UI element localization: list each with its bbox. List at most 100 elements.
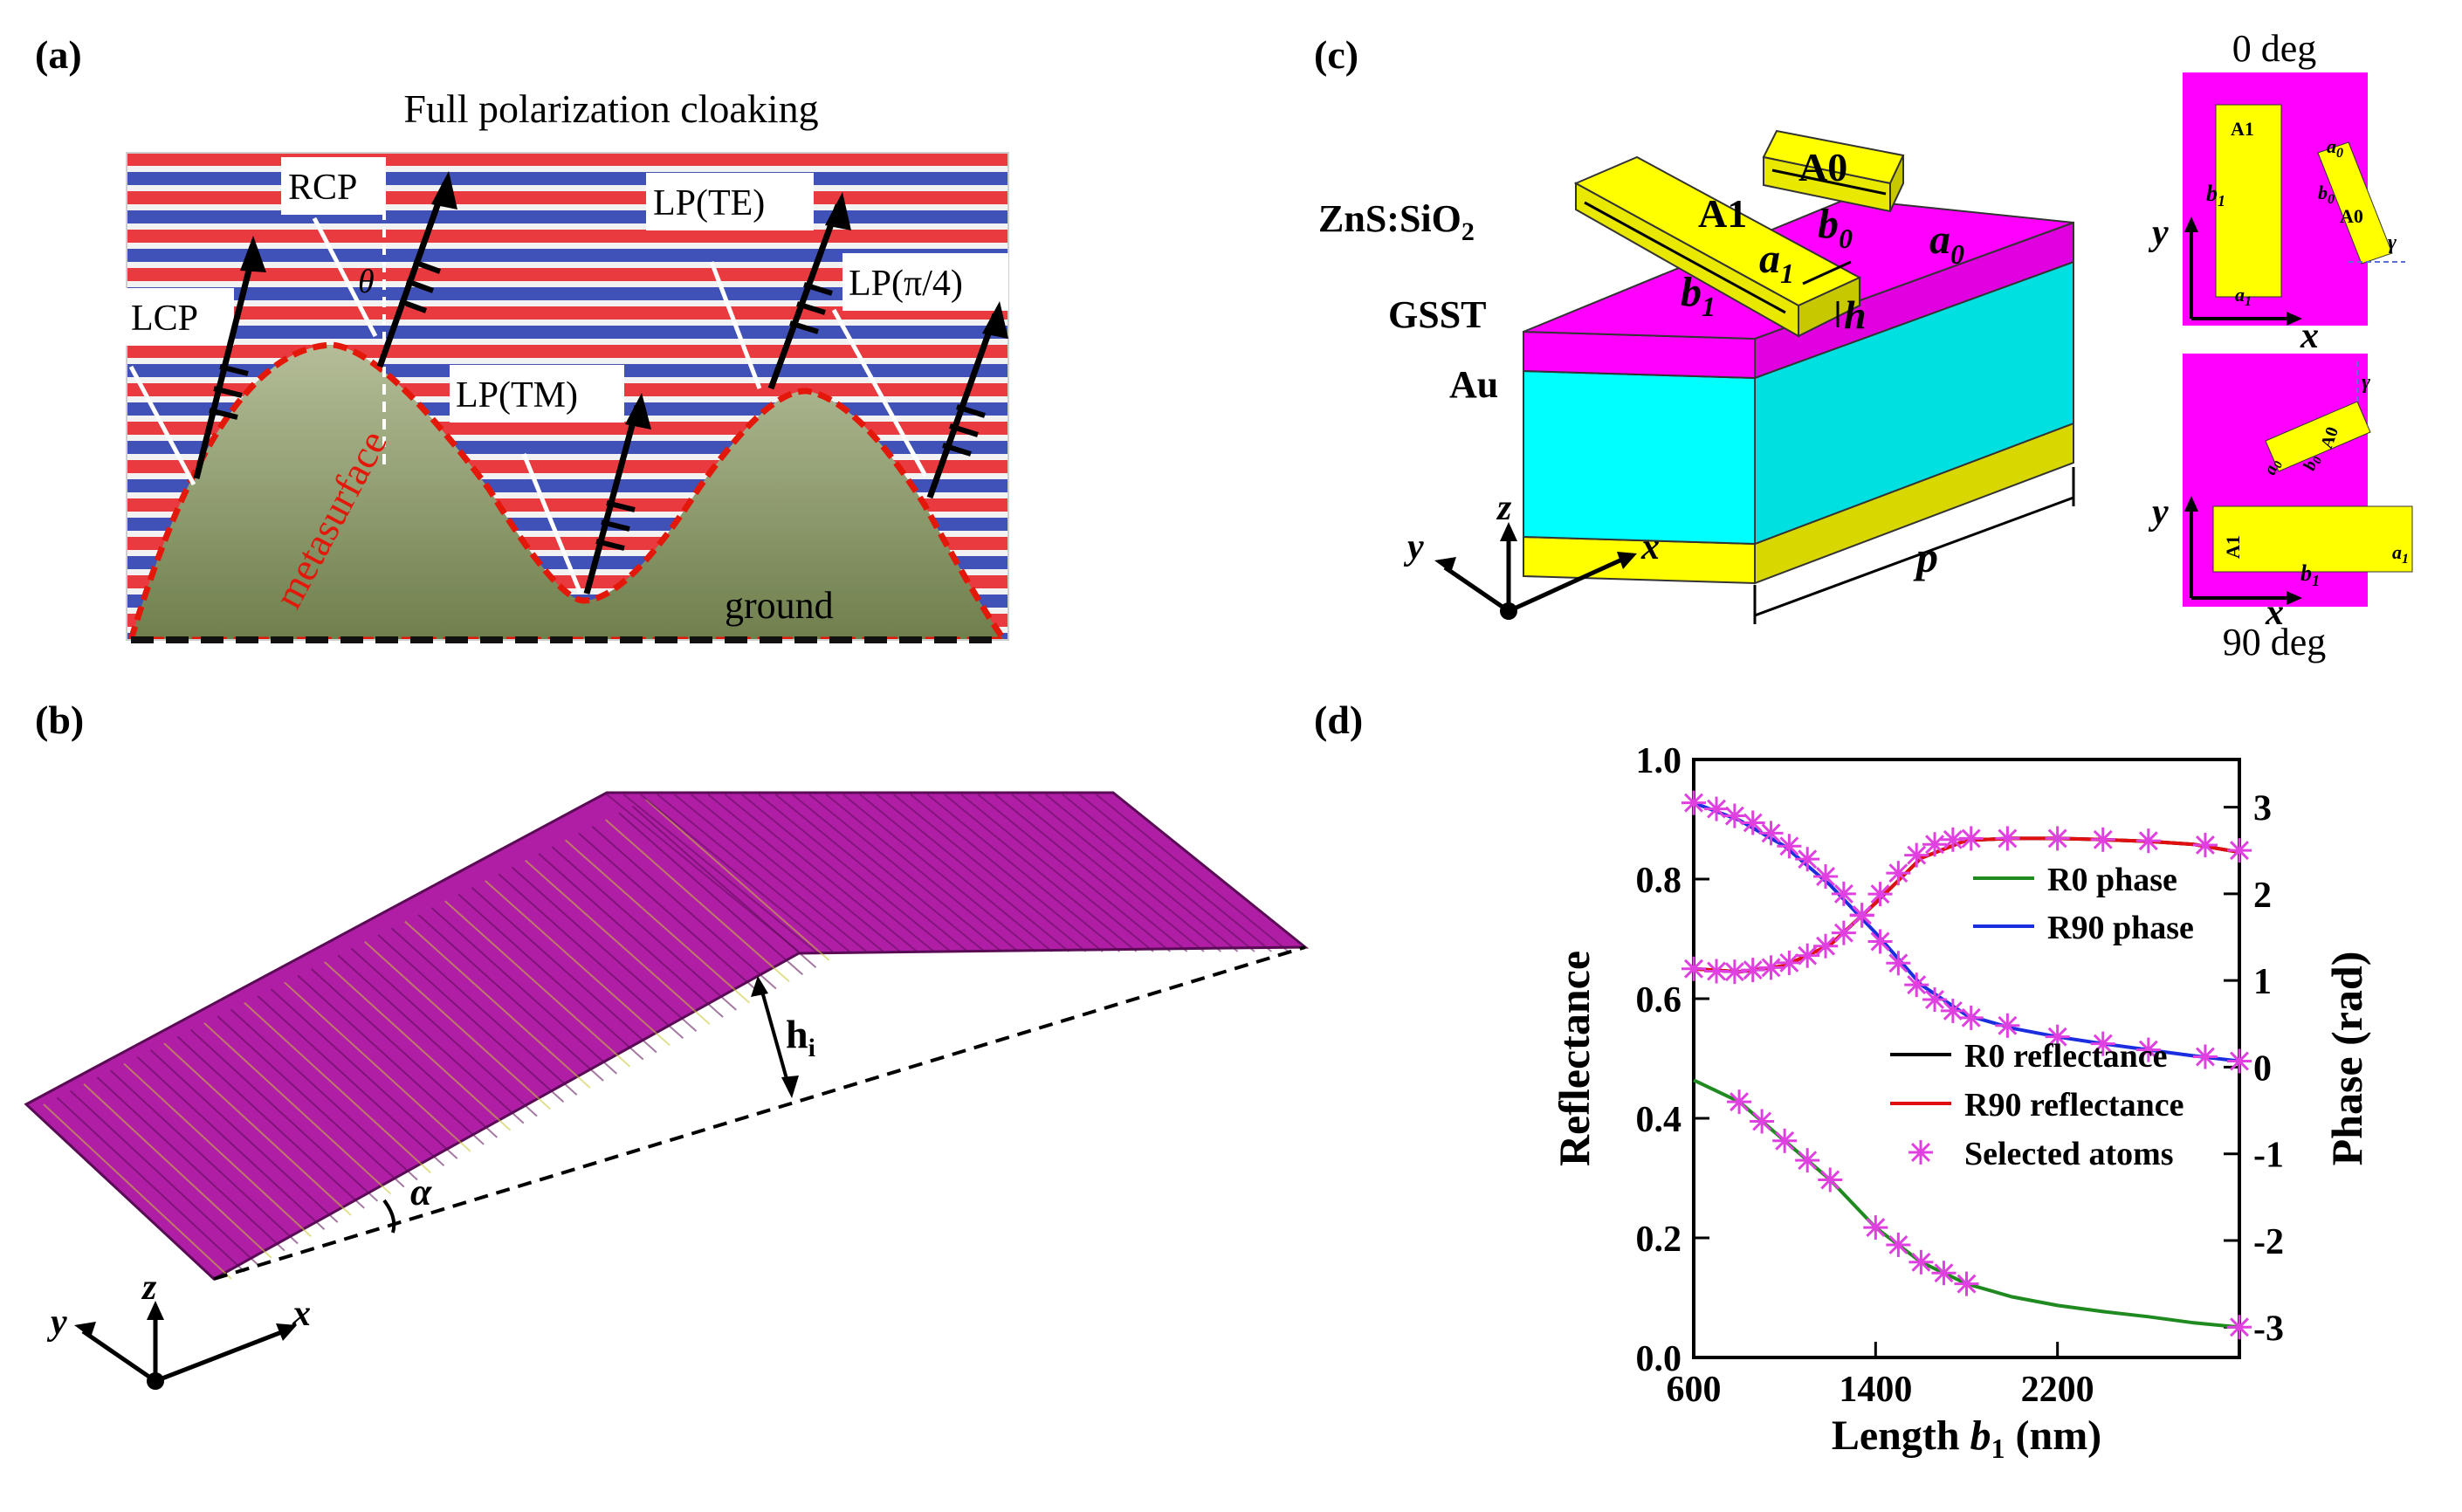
- dim-b1: b1: [1681, 269, 1716, 322]
- selected-atom-marker: [1722, 803, 1747, 828]
- texture-line: [337, 954, 525, 1124]
- texture-line: [56, 1096, 245, 1273]
- panel-a-label: (a): [35, 32, 82, 77]
- y2-tick-label: 0: [2253, 1048, 2272, 1089]
- texture-line: [565, 839, 751, 1004]
- texture-line: [605, 819, 790, 983]
- texture-line: [377, 934, 565, 1103]
- texture-line: [390, 927, 578, 1096]
- texture-line: [944, 794, 1138, 952]
- wave-stripe-blue: [127, 249, 1008, 262]
- texture-line: [876, 794, 1069, 952]
- alpha-label: α: [410, 1171, 432, 1213]
- selected-atom-marker: [2090, 1031, 2115, 1056]
- texture-line: [977, 794, 1171, 952]
- atom-a1-label: A1: [1698, 191, 1747, 236]
- beam-label-tm: LP(TM): [456, 375, 578, 416]
- axis-x-c: x: [1640, 527, 1660, 567]
- texture-line: [83, 1082, 272, 1259]
- inset-top-y: y: [2148, 213, 2169, 253]
- texture-line: [673, 794, 867, 952]
- y2-axis-label: Phase (rad): [2322, 952, 2371, 1166]
- inset-top-a0w: a0: [2327, 135, 2343, 161]
- axes-b: [81, 1314, 285, 1384]
- ground-label: ground: [725, 584, 834, 627]
- y-axis-label: Reflectance: [1550, 951, 1599, 1166]
- selected-atom-marker: [1813, 864, 1839, 890]
- selected-atom-marker: [1750, 1109, 1775, 1134]
- texture-line: [551, 846, 737, 1011]
- zns-layer-left: [1523, 330, 1756, 380]
- rcp-box: [281, 157, 386, 215]
- y2-tick-label: 3: [2253, 789, 2272, 829]
- texture-line: [1045, 794, 1239, 952]
- dim-b0: b0: [1818, 201, 1853, 254]
- y-tick-label: 0.6: [1636, 980, 1682, 1021]
- texture-line: [758, 794, 952, 952]
- legend-label: R90 phase: [2047, 910, 2194, 946]
- texture-line: [149, 1049, 339, 1223]
- layer-zns-label: ZnS:SiO2: [1318, 197, 1475, 246]
- wave-stripe-blue: [127, 326, 1008, 339]
- selected-atom-marker: [2227, 1048, 2252, 1074]
- texture-line: [1011, 794, 1205, 952]
- wave-stripe-red: [127, 345, 1008, 358]
- height-label: hi: [786, 1012, 815, 1062]
- selected-atom-marker: [1727, 1089, 1752, 1115]
- texture-line: [257, 995, 445, 1166]
- texture-line: [657, 794, 850, 952]
- tm-box: [450, 365, 624, 423]
- pi4-box: [842, 253, 1008, 311]
- gsst-layer-left: [1523, 369, 1756, 546]
- selected-atom-marker: [1904, 842, 1929, 868]
- legend-label: R0 phase: [2047, 862, 2177, 898]
- selected-atom-marker: [1795, 1148, 1820, 1173]
- layer-au-label: Au: [1449, 363, 1498, 406]
- selected-atom-marker: [2227, 1315, 2252, 1340]
- au-layer-left: [1523, 535, 1756, 585]
- selected-atom-marker: [2045, 826, 2070, 851]
- panel-b-label: (b): [35, 698, 84, 742]
- axes-c: [1443, 534, 1626, 614]
- texture-line: [640, 794, 834, 952]
- texture-line: [825, 794, 1019, 952]
- legend-label: Selected atoms: [1964, 1136, 2174, 1172]
- inset-top-a1-label: A1: [2231, 118, 2254, 140]
- selected-atom-marker: [1722, 959, 1747, 985]
- inset-top-title: 0 deg: [2232, 27, 2317, 70]
- texture-line: [910, 794, 1104, 952]
- selected-atom-marker: [1795, 943, 1820, 968]
- inset-bottom-a0: [2265, 401, 2371, 472]
- selected-atom-marker: [1940, 998, 1965, 1023]
- wave-field: [127, 153, 1008, 640]
- wave-stripe-blue: [127, 210, 1008, 223]
- inset-top-gamma: γ: [2388, 231, 2397, 254]
- texture-line: [284, 981, 471, 1152]
- texture-line: [926, 794, 1120, 952]
- beam-label-te: LP(TE): [653, 183, 765, 223]
- reflected-arrowheads: [240, 171, 1008, 430]
- texture-line: [1078, 794, 1272, 952]
- layer-gsst-label: GSST: [1388, 293, 1487, 336]
- texture-line: [136, 1055, 326, 1230]
- selected-atom-marker: [1831, 881, 1856, 906]
- texture-line: [310, 968, 499, 1138]
- texture-line: [109, 1069, 299, 1245]
- selected-atom-marker: [1954, 1271, 1979, 1296]
- selected-atom-marker: [1849, 903, 1874, 928]
- dim-a1: a1: [1759, 236, 1794, 289]
- texture-line: [404, 920, 591, 1089]
- texture-line: [774, 794, 968, 952]
- texture-line: [471, 886, 657, 1054]
- selected-atom-marker: [1704, 959, 1730, 984]
- texture-line: [622, 794, 816, 952]
- y2-tick-label: -1: [2253, 1136, 2284, 1176]
- inset-bottom-axes: [2190, 506, 2292, 600]
- inset-bottom-a1w: a1: [2392, 541, 2409, 567]
- atom-a0-label: A0: [1798, 145, 1847, 189]
- texture-line: [297, 974, 485, 1145]
- x-axis-label: Length b1 (nm): [1832, 1412, 2101, 1464]
- axis-z-c: z: [1496, 488, 1512, 528]
- selected-atom-marker: [1863, 1215, 1888, 1241]
- selected-atom-marker: [2135, 1037, 2161, 1062]
